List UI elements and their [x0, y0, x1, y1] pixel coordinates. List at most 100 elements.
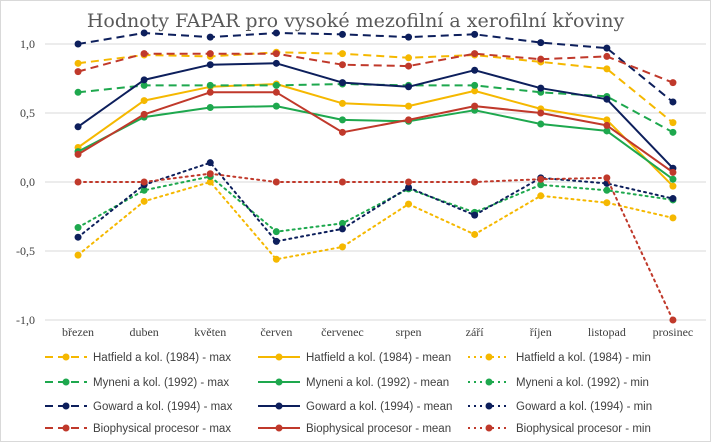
data-point [471, 211, 479, 219]
x-tick-label: květen [194, 325, 226, 339]
data-point [338, 116, 346, 124]
data-point [471, 102, 479, 110]
data-point [669, 128, 677, 136]
legend-marker [485, 353, 493, 361]
x-tick-label: duben [129, 325, 158, 339]
series-lines [74, 29, 677, 324]
x-tick-label: prosinec [653, 325, 694, 339]
y-tick-label: 0,0 [20, 175, 35, 189]
data-point [272, 29, 280, 37]
legend: Hatfield a kol. (1984) - max Hatfield a k… [45, 352, 652, 435]
series-line [77, 32, 674, 103]
data-point [206, 61, 214, 69]
series-line [77, 51, 674, 124]
y-tick-label: 0,5 [20, 106, 35, 120]
series-line [77, 175, 674, 233]
legend-label: Goward a kol. (1994) - mean [306, 401, 452, 413]
data-point [405, 184, 413, 192]
series-line [77, 181, 674, 261]
series-3 [74, 178, 677, 263]
chart-title: Hodnoty FAPAR pro vysoké mezofilní a xer… [86, 10, 625, 32]
data-point [669, 316, 677, 324]
legend-marker [62, 402, 70, 410]
x-tick-label: červenec [321, 325, 364, 339]
series-line [77, 91, 674, 174]
data-point [272, 88, 280, 96]
y-tick-label: -0,5 [16, 244, 35, 258]
data-point [338, 30, 346, 38]
series-line [77, 52, 674, 84]
data-point [537, 175, 545, 183]
legend-item: Hatfield a kol. (1984) - mean [258, 352, 451, 364]
data-point [272, 255, 280, 263]
data-point [669, 182, 677, 190]
series-7 [74, 29, 677, 106]
data-point [206, 88, 214, 96]
data-point [603, 174, 611, 182]
x-axis: březen duben květen červen červenec srpen září… [62, 325, 693, 339]
legend-label: Biophysical procesor - min [516, 423, 651, 435]
data-point [74, 251, 82, 259]
data-point [74, 88, 82, 96]
x-tick-label: srpen [396, 325, 422, 339]
data-point [537, 181, 545, 189]
data-point [74, 224, 82, 232]
data-point [140, 110, 148, 118]
data-point [338, 79, 346, 87]
data-point [669, 168, 677, 176]
legend-label: Myneni a kol. (1992) - mean [306, 377, 449, 389]
data-point [537, 120, 545, 128]
data-point [405, 54, 413, 62]
data-point [669, 214, 677, 222]
legend-label: Goward a kol. (1994) - min [516, 401, 652, 413]
data-point [405, 83, 413, 91]
legend-label: Hatfield a kol. (1984) - mean [306, 352, 451, 364]
series-11 [74, 88, 677, 176]
data-point [272, 228, 280, 236]
y-axis: 1,0 0,5 0,0 -0,5 -1,0 [16, 37, 35, 327]
gridlines [45, 43, 706, 321]
series-5 [74, 102, 677, 183]
data-point [603, 121, 611, 129]
data-point [206, 170, 214, 178]
data-point [74, 178, 82, 186]
data-point [140, 29, 148, 37]
data-point [338, 219, 346, 227]
legend-marker [485, 424, 493, 432]
data-point [272, 102, 280, 110]
data-point [74, 150, 82, 158]
data-point [206, 159, 214, 167]
legend-item: Hatfield a kol. (1984) - max [45, 352, 231, 364]
legend-label: Myneni a kol. (1992) - max [93, 377, 229, 389]
data-point [471, 50, 479, 58]
data-point [603, 127, 611, 135]
legend-item: Biophysical procesor - max [45, 423, 231, 435]
data-point [140, 186, 148, 194]
legend-marker [62, 378, 70, 386]
data-point [140, 197, 148, 205]
series-9 [74, 159, 677, 245]
data-point [405, 33, 413, 41]
data-point [272, 50, 280, 58]
data-point [272, 59, 280, 67]
data-point [603, 186, 611, 194]
data-point [272, 81, 280, 89]
data-point [537, 109, 545, 117]
legend-item: Biophysical procesor - mean [258, 423, 451, 435]
legend-marker [485, 378, 493, 386]
data-point [603, 199, 611, 207]
legend-label: Biophysical procesor - mean [306, 423, 451, 435]
data-point [537, 84, 545, 92]
series-line [77, 161, 674, 243]
data-point [405, 178, 413, 186]
data-point [537, 39, 545, 47]
series-line [77, 105, 674, 181]
legend-item: Myneni a kol. (1992) - max [45, 377, 229, 389]
series-line [77, 62, 674, 169]
data-point [74, 40, 82, 48]
data-point [206, 103, 214, 111]
legend-marker [62, 353, 70, 361]
data-point [471, 178, 479, 186]
